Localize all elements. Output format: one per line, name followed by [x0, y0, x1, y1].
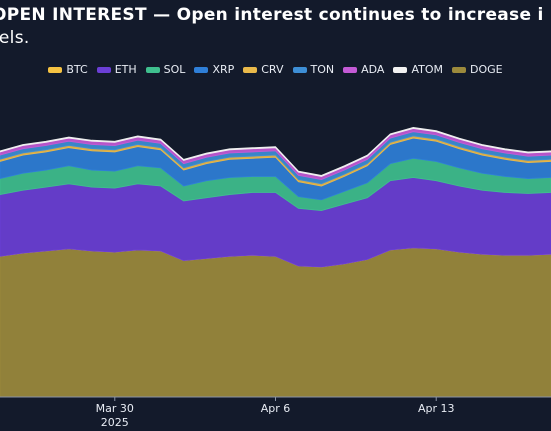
legend-swatch-atom [393, 67, 408, 73]
legend-item-btc[interactable]: BTC [48, 63, 88, 77]
chart-legend: BTC ETH SOL XRP CRV TON ADA ATOM DOGE [0, 63, 551, 77]
legend-item-crv[interactable]: CRV [243, 63, 284, 77]
legend-item-atom[interactable]: ATOM [393, 63, 443, 77]
legend-label-eth: ETH [114, 63, 137, 76]
legend-swatch-sol [145, 67, 160, 73]
legend-label-xrp: XRP [212, 63, 235, 76]
area-doge [0, 247, 551, 398]
legend-label-atom: ATOM [411, 63, 443, 76]
legend-label-doge: DOGE [469, 63, 503, 76]
chart-title: OPEN INTEREST — Open interest continues … [0, 4, 544, 50]
legend-item-ton[interactable]: TON [292, 63, 335, 77]
legend-item-ada[interactable]: ADA [343, 63, 384, 77]
legend-item-eth[interactable]: ETH [96, 63, 137, 77]
x-tick-sublabel-2025: 2025 [101, 416, 129, 429]
chart-title-line-2: rels. [0, 28, 30, 48]
x-tick-label-apr-6: Apr 6 [261, 402, 291, 415]
area-layers [0, 127, 551, 398]
legend-item-xrp[interactable]: XRP [194, 63, 234, 77]
legend-label-btc: BTC [66, 63, 88, 76]
area-atom [0, 127, 551, 177]
legend-swatch-xrp [194, 67, 209, 73]
legend-swatch-doge [451, 67, 466, 73]
legend-item-sol[interactable]: SOL [145, 63, 186, 77]
chart-title-line-1: OPEN INTEREST — Open interest continues … [0, 5, 544, 25]
legend-label-ton: TON [310, 63, 335, 76]
legend-swatch-ton [292, 67, 307, 73]
legend-swatch-btc [48, 67, 63, 73]
legend-swatch-eth [96, 67, 111, 73]
legend-label-ada: ADA [361, 63, 385, 76]
x-tick-label-mar-30: Mar 30 [96, 402, 134, 415]
x-tick-label-apr-13: Apr 13 [418, 402, 455, 415]
legend-swatch-crv [243, 67, 258, 73]
legend-label-sol: SOL [163, 63, 186, 76]
legend-swatch-ada [343, 67, 358, 73]
legend-item-doge[interactable]: DOGE [451, 63, 503, 77]
legend-label-crv: CRV [261, 63, 284, 76]
